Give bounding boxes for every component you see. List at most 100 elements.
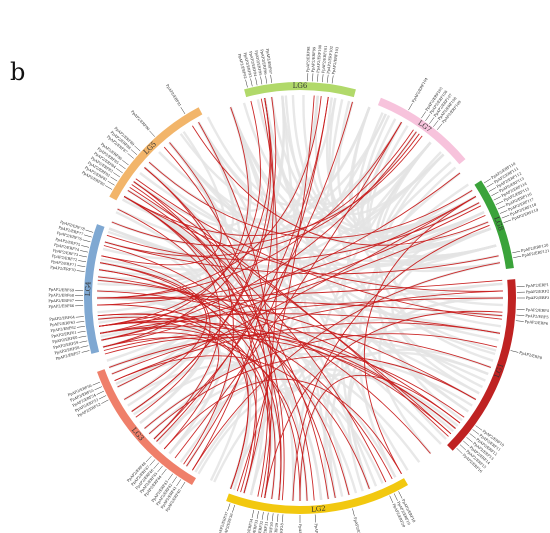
gene-tick-27: [232, 504, 235, 513]
gene-tick-64: [105, 185, 113, 190]
highlight-link-73: [104, 336, 456, 429]
chromosome-LG2: [226, 478, 408, 515]
highlight-link-76: [117, 208, 271, 498]
chromosome-LG4: [83, 224, 105, 354]
highlight-link-55: [104, 241, 499, 275]
gene-tick-68: [115, 168, 123, 174]
gene-tick-99: [495, 200, 504, 205]
gene-label: PpAP2/ERF6: [525, 320, 549, 326]
gene-label: PpAP2/ERF92: [237, 53, 247, 79]
gene-tick-67: [113, 172, 121, 178]
gene-tick-28: [227, 503, 231, 512]
background-link-103: [168, 367, 457, 455]
gene-tick-90: [425, 114, 431, 122]
highlight-link-20: [97, 313, 220, 450]
gene-tick-104: [512, 250, 521, 254]
gene-tick-31: [172, 476, 177, 484]
highlight-link-71: [131, 98, 272, 412]
highlight-link-52: [101, 205, 482, 341]
gene-tick-76: [245, 79, 248, 88]
highlight-link-72: [111, 290, 503, 375]
highlight-link-61: [98, 276, 431, 454]
gene-tick-56: [77, 265, 86, 267]
chromosome-LG7: [377, 97, 466, 165]
gene-tick-42: [92, 381, 101, 386]
gene-tick-84: [317, 73, 319, 82]
background-link-124: [97, 227, 204, 321]
gene-tick-73: [134, 145, 141, 152]
gene-tick-49: [76, 321, 85, 323]
gene-label: PpAP2/ERF76: [56, 231, 82, 242]
background-link-109: [229, 106, 351, 496]
gene-tick-92: [433, 120, 439, 127]
gene-label: PpAP2/ERF4: [526, 308, 550, 313]
gene-tick-26: [251, 509, 255, 518]
highlight-link-75: [106, 202, 480, 261]
highlight-link-79: [98, 172, 461, 327]
gene-label: PpAP2/ERF72: [52, 254, 78, 262]
gene-label: PpAP2/ERF60: [52, 336, 79, 345]
highlight-links: [96, 95, 504, 502]
gene-label: PpAP2/ERF58: [54, 346, 81, 356]
gene-tick-78: [255, 77, 258, 86]
gene-label: PpAP2/ERF36: [222, 512, 234, 533]
chromosome-LG1: [447, 279, 516, 451]
gene-tick-15: [393, 493, 398, 501]
gene-tick-8: [472, 429, 480, 435]
gene-tick-12: [459, 444, 467, 451]
gene-tick-97: [491, 191, 499, 197]
gene-tick-62: [83, 234, 92, 238]
background-link-67: [168, 97, 274, 212]
gene-tick-61: [82, 239, 91, 243]
gene-tick-24: [261, 511, 264, 520]
highlight-link-64: [103, 245, 336, 498]
gene-label: PpAP2/ERF120: [521, 243, 550, 253]
highlight-link-33: [101, 142, 222, 266]
chromosome-LG5: [109, 107, 203, 201]
highlight-link-45: [236, 95, 315, 492]
highlight-link-48: [96, 121, 402, 299]
gene-tick-10: [466, 437, 473, 443]
chromosome-label-LG2: LG2: [311, 505, 326, 514]
gene-tick-74: [149, 130, 155, 137]
highlight-link-14: [97, 304, 276, 500]
background-link-98: [99, 261, 501, 335]
highlight-link-63: [114, 355, 370, 489]
highlight-link-1: [100, 297, 504, 334]
gene-tick-86: [326, 74, 329, 83]
gene-label: PpAP2/ERF5: [525, 314, 549, 320]
gene-tick-93: [436, 123, 443, 130]
gene-label: PpAP2/ERF103: [331, 46, 339, 75]
chromosome-label-LG4: LG4: [84, 281, 93, 297]
highlight-link-54: [292, 224, 490, 501]
gene-label: PpAP2/ERF25: [314, 523, 320, 533]
background-link-126: [98, 195, 208, 278]
background-link-92: [376, 141, 492, 252]
gene-tick-88: [408, 103, 413, 111]
highlight-link-49: [111, 129, 414, 247]
highlight-link-50: [123, 135, 423, 236]
gene-tick-55: [76, 270, 85, 272]
gene-tick-98: [493, 196, 501, 201]
gene-tick-18: [314, 514, 316, 523]
highlight-link-74: [97, 279, 477, 400]
background-link-29: [323, 211, 485, 500]
gene-tick-22: [271, 513, 274, 522]
highlight-link-40: [163, 146, 269, 497]
highlight-link-28: [97, 196, 477, 306]
gene-tick-100: [497, 205, 506, 210]
highlight-link-47: [156, 96, 329, 442]
gene-tick-63: [85, 229, 94, 233]
gene-tick-38: [101, 399, 109, 404]
gene-tick-11: [463, 440, 470, 447]
gene-label: PpAP2/ERF95: [254, 50, 263, 77]
gene-tick-43: [81, 350, 90, 353]
gene-tick-46: [78, 335, 87, 338]
highlight-link-17: [192, 98, 274, 471]
background-link-90: [348, 106, 477, 233]
gene-tick-6: [510, 350, 519, 353]
gene-tick-75: [180, 107, 186, 115]
gene-tick-71: [127, 153, 134, 159]
gene-tick-20: [282, 514, 284, 523]
